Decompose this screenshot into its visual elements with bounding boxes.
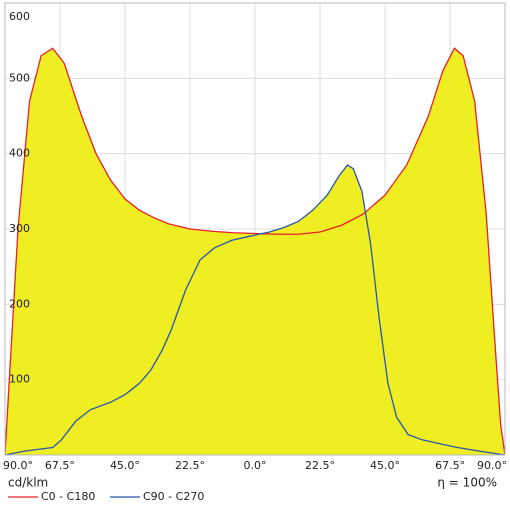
area: [5, 164, 505, 455]
unit-label: cd/klm: [8, 476, 48, 490]
x-tick-label: 22.5°: [305, 459, 335, 472]
x-tick-label: 67.5°: [45, 459, 75, 472]
x-tick-label: 22.5°: [175, 459, 205, 472]
y-tick-label: 100: [9, 373, 30, 386]
labels: 100 200 300 400 500 600 90.0° 67.5° 45.0° 22.5° 0.…: [3, 10, 507, 472]
x-tick-label: 90.0°: [477, 459, 507, 472]
legend-label: C90 - C270: [143, 490, 204, 503]
y-tick-label: 400: [9, 147, 30, 160]
legend: C0 - C180 C90 - C270: [8, 490, 204, 503]
x-tick-label: 45.0°: [370, 459, 400, 472]
lines: [5, 47, 505, 455]
x-tick-label: 0.0°: [244, 459, 267, 472]
x-tick-label: 67.5°: [435, 459, 465, 472]
fills: [5, 48, 505, 455]
line: [5, 164, 505, 455]
line: [5, 47, 505, 455]
plot-frame: [4, 2, 506, 456]
legend-label: C0 - C180: [41, 490, 95, 503]
y-tick-label: 200: [9, 297, 30, 310]
x-tick-label: 45.0°: [110, 459, 140, 472]
y-tick-label: 300: [9, 222, 30, 235]
y-tick-label: 500: [9, 71, 30, 84]
y-tick-label: 600: [9, 10, 30, 23]
x-tick-label: 90.0°: [3, 459, 33, 472]
efficiency: η = 100%: [437, 476, 497, 490]
